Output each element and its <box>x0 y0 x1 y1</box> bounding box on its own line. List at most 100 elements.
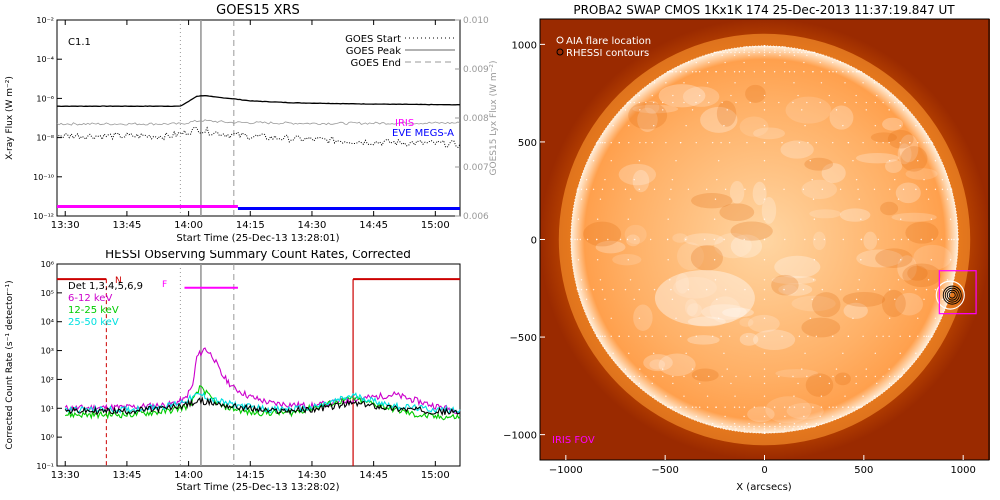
goes-legend-end: GOES End <box>351 58 401 69</box>
swap-grid-dot <box>917 335 919 338</box>
swap-grid-dot <box>671 298 674 301</box>
swap-grid-dot <box>927 335 930 338</box>
swap-grid-dot <box>857 188 859 191</box>
swap-grid-dot <box>624 188 627 191</box>
swap-grid-dot <box>798 335 801 338</box>
swap-grid-dot <box>763 141 766 144</box>
swap-grid-dot <box>687 188 690 191</box>
swap-grid-dot <box>888 188 891 191</box>
swap-grid-dot <box>629 279 632 281</box>
swap-grid-dot <box>667 259 669 261</box>
swap-grid-dot <box>638 94 641 97</box>
swap-grid-dot <box>748 54 750 56</box>
swap-grid-dot <box>753 431 756 433</box>
swap-grid-dot <box>807 51 809 54</box>
swap-bright-patch <box>891 212 937 222</box>
swap-grid-dot <box>899 141 901 144</box>
swap-grid-dot <box>601 288 604 291</box>
swap-grid-dot <box>793 425 795 428</box>
swap-grid-dot <box>815 141 818 144</box>
swap-grid-dot <box>792 49 794 51</box>
swap-grid-dot <box>882 141 884 144</box>
swap-grid-dot <box>618 141 620 144</box>
swap-grid-dot <box>806 423 808 425</box>
swap-grid-dot <box>813 238 816 241</box>
swap-grid-dot <box>820 82 823 84</box>
swap-grid-dot <box>748 425 750 428</box>
swap-dark-patch <box>801 317 841 338</box>
swap-grid-dot <box>812 71 814 73</box>
swap-bright-patch <box>624 224 647 245</box>
swap-xtick-label: −1000 <box>549 465 583 476</box>
goes-ytick-label: 10⁻¹⁰ <box>33 173 54 182</box>
swap-grid-dot <box>753 46 756 48</box>
swap-grid-dot <box>665 82 667 84</box>
swap-grid-dot <box>618 335 620 338</box>
swap-grid-dot <box>812 279 815 281</box>
swap-grid-dot <box>839 61 842 64</box>
swap-grid-dot <box>852 71 854 73</box>
swap-grid-dot <box>832 335 834 338</box>
swap-grid-dot <box>628 124 630 127</box>
swap-grid-dot <box>730 382 732 385</box>
swap-grid-dot <box>949 218 952 220</box>
swap-grid-dot <box>763 298 766 301</box>
swap-grid-dot <box>803 415 805 418</box>
swap-grid-dot <box>724 288 727 291</box>
swap-grid-dot <box>691 71 694 73</box>
goes-bar-1 <box>237 207 460 210</box>
hessi-ytick-label: 10⁵ <box>41 289 54 298</box>
swap-grid-dot <box>819 415 821 418</box>
swap-grid-dot <box>778 375 780 378</box>
swap-grid-dot <box>763 428 766 430</box>
swap-grid-dot <box>858 198 860 200</box>
swap-grid-dot <box>784 415 786 418</box>
swap-grid-dot <box>773 431 776 433</box>
swap-grid-dot <box>695 375 697 378</box>
swap-grid-dot <box>923 178 925 181</box>
swap-grid-dot <box>950 238 953 241</box>
swap-grid-dot <box>679 406 682 408</box>
swap-dark-patch <box>805 373 834 397</box>
swap-bright-patch <box>722 307 754 318</box>
swap-grid-dot <box>763 178 766 181</box>
hessi-series-black <box>64 396 461 417</box>
swap-grid-dot <box>670 406 672 408</box>
swap-grid-dot <box>738 51 741 54</box>
swap-grid-dot <box>909 141 911 144</box>
swap-grid-dot <box>934 317 937 319</box>
swap-grid-dot <box>798 428 801 430</box>
swap-grid-dot <box>855 406 858 408</box>
swap-grid-dot <box>784 51 786 54</box>
swap-grid-dot <box>852 160 854 162</box>
swap-grid-dot <box>894 375 896 378</box>
swap-bright-patch <box>677 242 704 271</box>
swap-bright-patch <box>752 329 796 351</box>
swap-grid-dot <box>714 279 717 281</box>
swap-bright-patch <box>729 180 745 204</box>
swap-grid-dot <box>763 335 766 338</box>
goes-ylabel: X-ray Flux (W m⁻²) <box>5 76 15 160</box>
swap-grid-dot <box>862 395 864 397</box>
swap-grid-dot <box>852 406 854 408</box>
swap-grid-dot <box>857 406 859 408</box>
swap-grid-dot <box>695 71 697 73</box>
goes-series-lyx <box>56 119 461 126</box>
swap-bright-patch <box>673 276 717 299</box>
swap-grid-dot <box>698 382 701 385</box>
swap-grid-dot <box>612 288 614 291</box>
swap-grid-dot <box>734 51 736 54</box>
swap-grid-dot <box>585 188 588 191</box>
swap-bright-patch <box>771 275 817 285</box>
swap-grid-dot <box>812 198 815 200</box>
swap-grid-dot <box>604 141 606 144</box>
swap-grid-dot <box>715 406 717 408</box>
goes-bar-0 <box>57 205 238 208</box>
goes-xtick-label: 14:45 <box>359 220 388 231</box>
swap-grid-dot <box>571 238 573 241</box>
swap-bright-patch <box>839 208 871 222</box>
swap-grid-dot <box>813 259 816 261</box>
swap-grid-dot <box>811 298 813 301</box>
swap-grid-dot <box>596 141 599 144</box>
swap-grid-dot <box>842 352 844 355</box>
